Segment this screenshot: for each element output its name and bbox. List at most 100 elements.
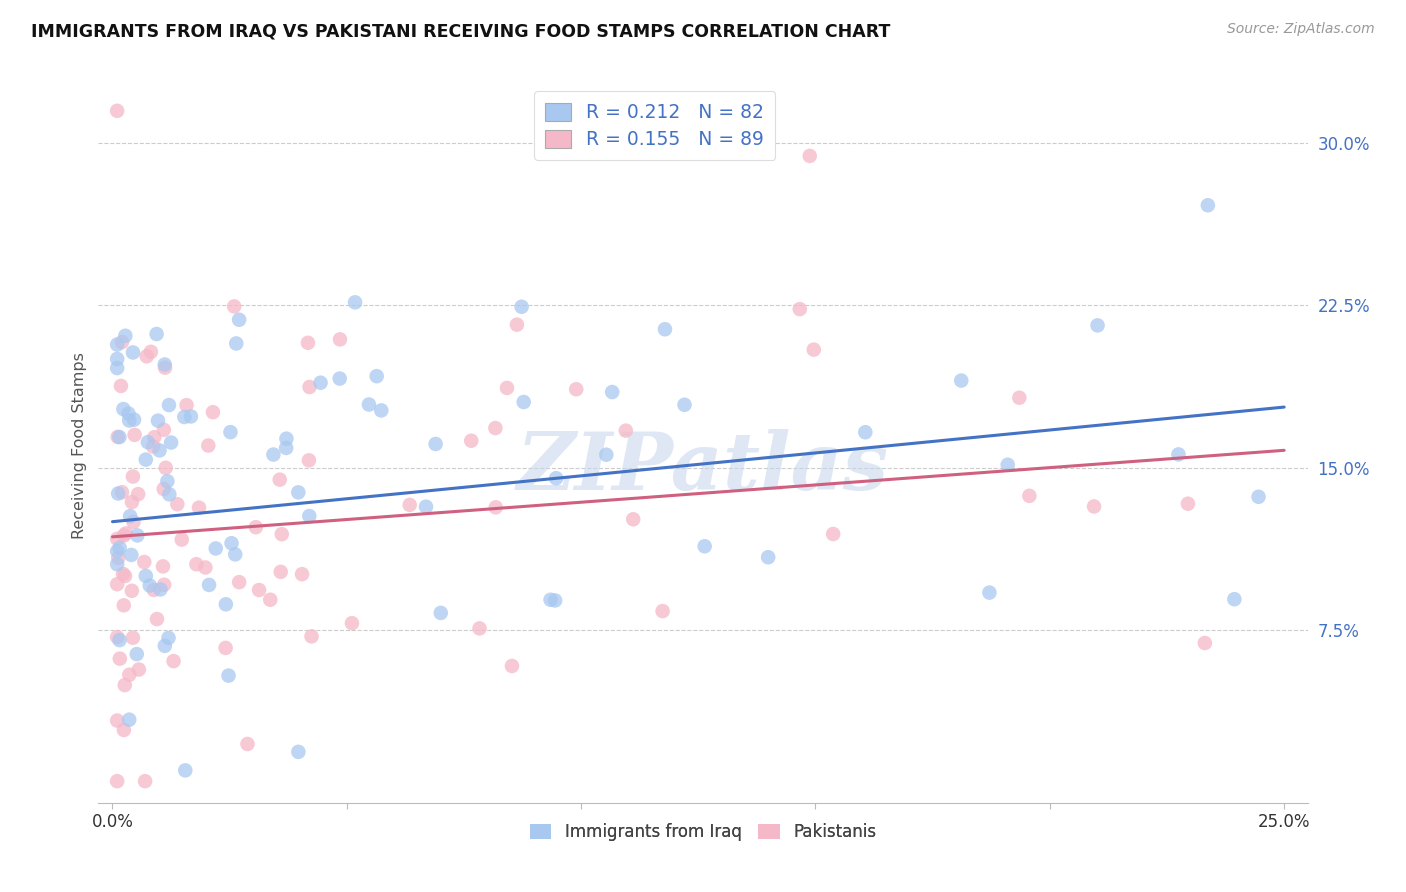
Point [496,381,519,395]
Point [149,582,172,597]
Point [270,565,292,579]
Point [112,599,135,613]
Point [105,714,128,728]
Point [118,413,141,427]
Point [105,774,128,789]
Point [789,302,811,317]
Point [1177,497,1199,511]
Point [134,774,156,789]
Point [134,555,156,569]
Point [124,428,146,442]
Point [170,533,193,547]
Point [298,380,321,394]
Point [425,437,447,451]
Point [245,520,267,534]
Point [614,424,637,438]
Point [510,300,533,314]
Point [247,582,270,597]
Point [118,713,141,727]
Point [654,322,676,336]
Point [135,452,157,467]
Point [600,384,623,399]
Point [565,382,588,396]
Point [120,509,142,524]
Point [108,541,131,555]
Point [298,509,321,524]
Point [221,536,243,550]
Point [153,423,176,437]
Point [153,578,176,592]
Point [127,528,149,542]
Point [506,318,529,332]
Point [112,528,135,542]
Point [114,328,136,343]
Point [105,351,128,366]
Point [148,443,170,458]
Point [121,495,143,509]
Point [224,547,246,561]
Point [1018,489,1040,503]
Point [114,569,136,583]
Point [651,604,673,618]
Point [157,487,180,501]
Point [110,379,132,393]
Point [398,498,420,512]
Point [166,497,188,511]
Point [111,485,134,500]
Point [173,409,195,424]
Y-axis label: Receiving Food Stamps: Receiving Food Stamps [72,352,87,540]
Point [112,402,135,417]
Point [214,640,236,655]
Point [135,569,157,583]
Point [201,405,224,419]
Point [236,737,259,751]
Point [309,376,332,390]
Point [291,567,314,582]
Point [485,500,508,515]
Point [105,544,128,558]
Point [287,485,309,500]
Point [146,612,169,626]
Point [224,300,246,314]
Point [153,358,176,372]
Point [156,475,179,489]
Point [204,541,226,556]
Point [270,527,292,541]
Point [108,651,131,665]
Point [357,397,380,411]
Point [105,361,128,376]
Point [540,592,562,607]
Point [186,558,208,572]
Point [501,659,523,673]
Point [276,432,298,446]
Point [1247,490,1270,504]
Point [259,592,281,607]
Point [297,335,319,350]
Legend: Immigrants from Iraq, Pakistanis: Immigrants from Iraq, Pakistanis [523,817,883,848]
Point [194,560,217,574]
Point [174,764,197,778]
Point [122,631,145,645]
Point [799,149,821,163]
Point [1223,592,1246,607]
Point [122,469,145,483]
Point [117,407,139,421]
Point [108,633,131,648]
Point [125,647,148,661]
Point [468,621,491,635]
Point [673,398,696,412]
Point [114,678,136,692]
Point [162,654,184,668]
Point [298,453,321,467]
Point [135,349,157,363]
Point [139,344,162,359]
Point [512,395,534,409]
Point [122,412,145,426]
Point [139,578,162,592]
Point [127,487,149,501]
Point [143,430,166,444]
Point [287,745,309,759]
Point [1083,500,1105,514]
Point [108,430,131,444]
Point [112,723,135,737]
